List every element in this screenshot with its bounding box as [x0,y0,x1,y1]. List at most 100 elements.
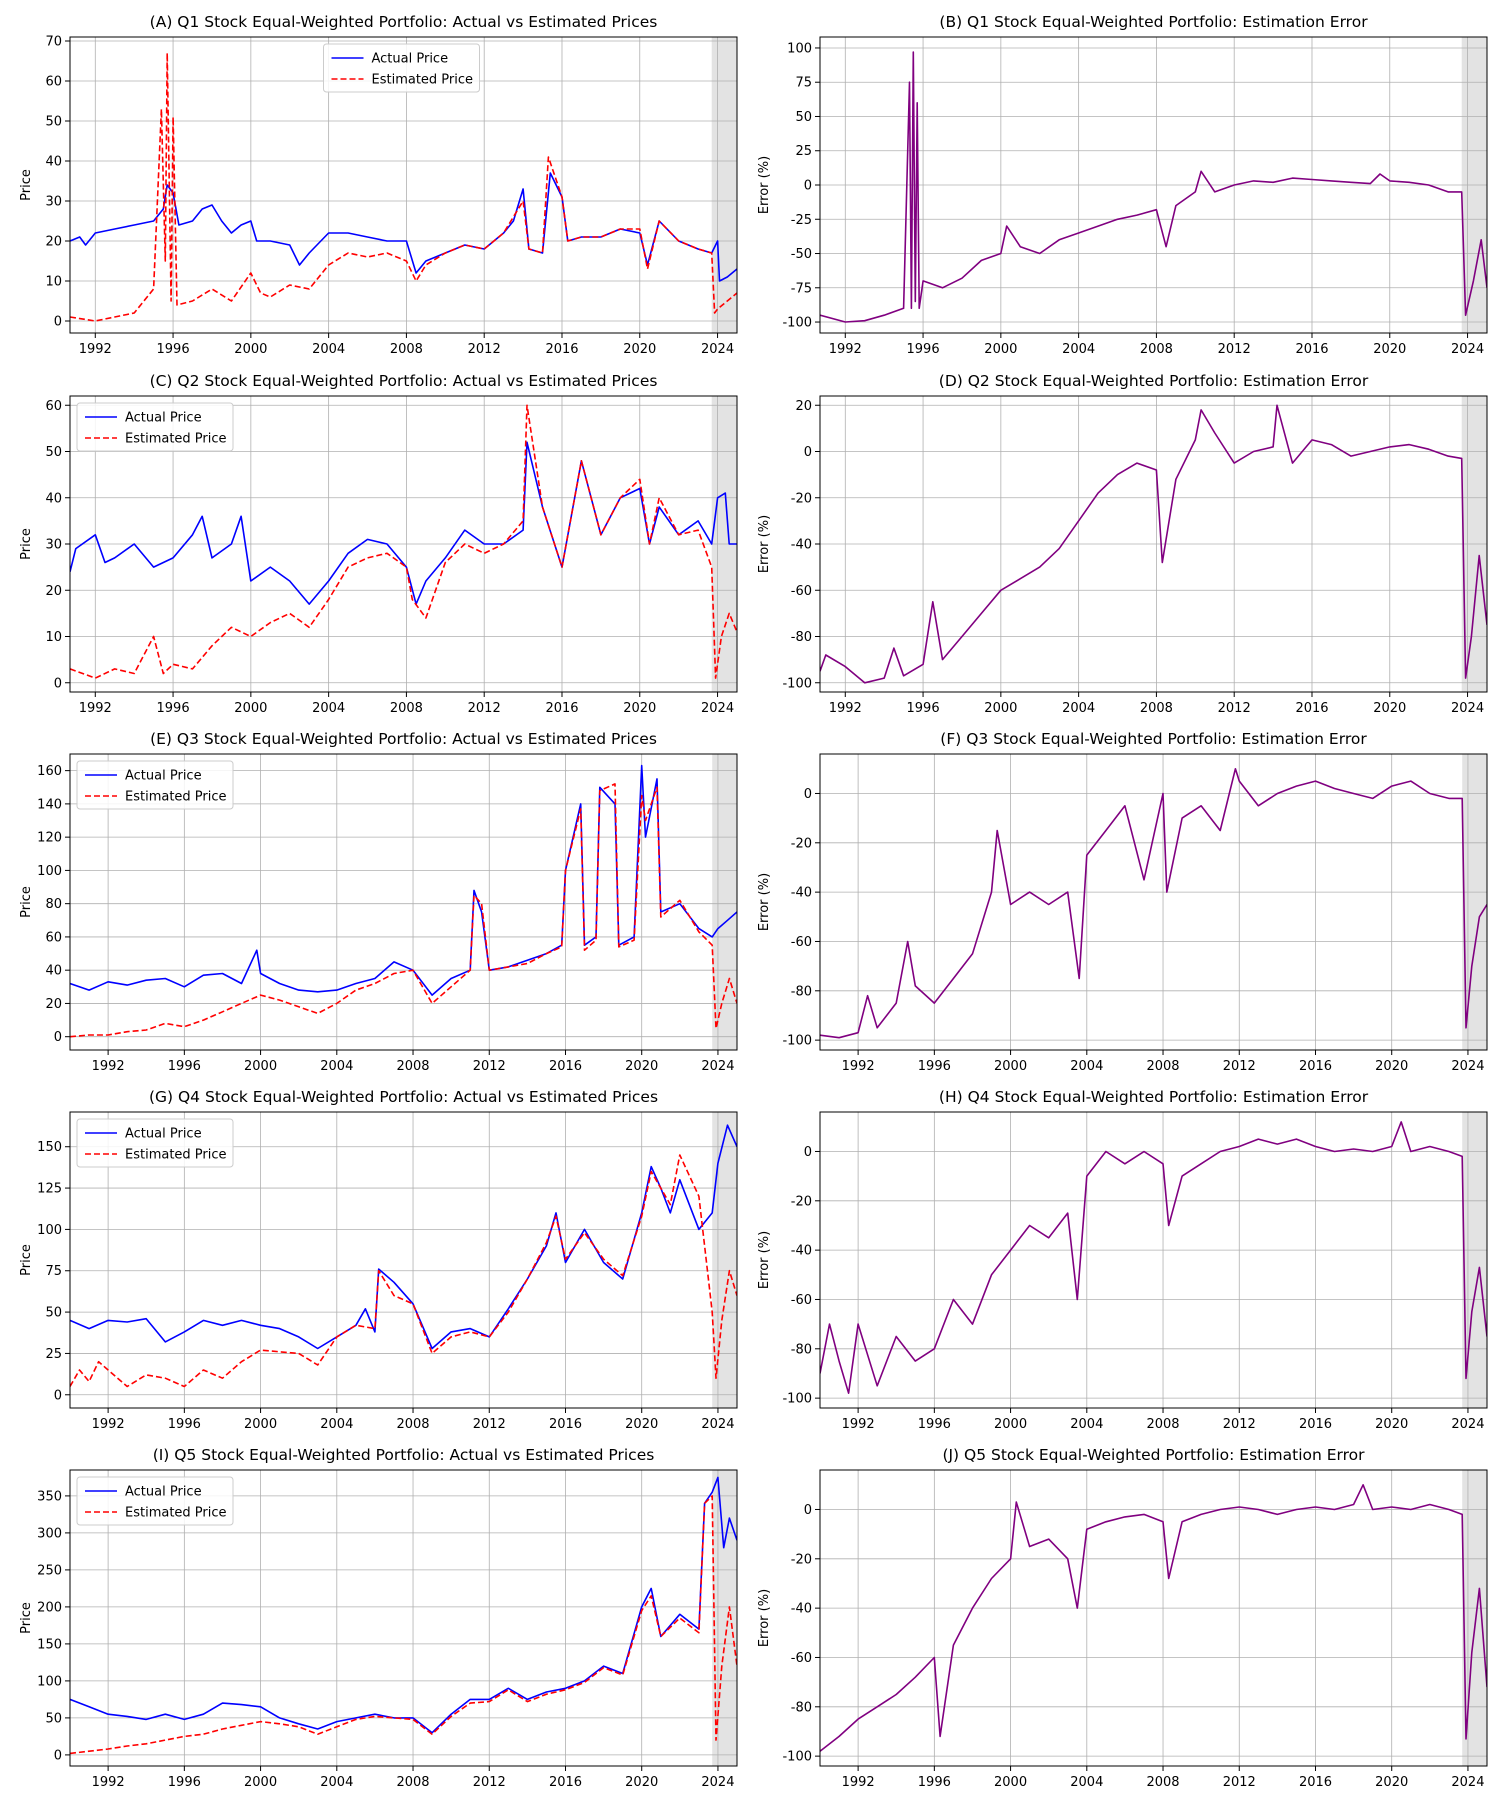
legend-label: Actual Price [372,52,449,67]
chart-title: (A) Q1 Stock Equal-Weighted Portfolio: A… [150,13,658,31]
x-tick-label: 2004 [1070,1775,1103,1790]
panel-I: 1992 1996 2000 2004 2008 2012 2016 2020 2024 0 50 1… [19,1446,738,1790]
x-tick-label: 1992 [842,1775,875,1790]
y-tick-label: -20 [791,836,812,851]
x-tick-label: 2020 [1375,1417,1408,1432]
series-group [820,51,1487,323]
plot-frame [819,753,1488,1051]
panel-G: 1992 1996 2000 2004 2008 2012 2016 2020 2024 0 25 5… [19,1088,738,1432]
panel-J: 1992 1996 2000 2004 2008 2012 2016 2020 2024 -100… [757,1446,1488,1790]
x-tick-label: 1992 [829,342,862,357]
x-tick-label: 2012 [473,1775,506,1790]
series-line-actual-price [70,764,737,996]
grid [820,1470,1487,1766]
legend-box [323,43,480,93]
y-axis-label: Price [19,1244,34,1276]
y-tick-label: -60 [791,935,812,950]
y-tick-label: 60 [45,930,62,945]
plot-frame [69,753,738,1051]
series-line-estimated-price [70,1495,737,1755]
x-tick-label: 2008 [1146,1775,1179,1790]
x-tick-label: 1992 [92,1417,125,1432]
grid [820,1112,1487,1408]
x-tick-label: 2000 [984,701,1017,716]
x-tick-label: 1996 [918,1417,951,1432]
y-tick-label: -20 [791,1194,812,1209]
series-line-estimated-price [70,404,737,679]
x-tick-label: 2012 [473,1417,506,1432]
x-tick-label: 2024 [701,1417,734,1432]
series-line-error [820,51,1487,323]
y-tick-label: 150 [37,1140,62,1155]
x-tick-label: 2012 [1223,1059,1256,1074]
x-tick-label: 2020 [1375,1775,1408,1790]
y-axis-label: Price [19,169,34,201]
x-tick-label: 2000 [244,1059,277,1074]
y-tick-label: -100 [782,1034,812,1049]
series-group [820,1484,1487,1752]
x-tick-label: 2004 [320,1059,353,1074]
y-tick-label: -100 [782,316,812,331]
y-tick-label: 0 [54,1748,62,1763]
chart-title: (C) Q2 Stock Equal-Weighted Portfolio: A… [150,372,658,390]
y-axis-label: Price [19,1602,34,1634]
y-tick-label: 300 [37,1526,62,1541]
y-tick-label: 100 [37,864,62,879]
series-group [70,404,737,679]
y-tick-label: -20 [791,1552,812,1567]
shaded-region [712,754,737,1050]
x-tick-label: 2016 [1299,1417,1332,1432]
x-tick-label: 2012 [1218,701,1251,716]
y-tick-label: 50 [795,110,812,125]
x-tick-label: 1996 [157,342,190,357]
legend-label: Estimated Price [125,432,227,447]
series-line-actual-price [70,441,737,605]
x-tick-label: 2012 [473,1059,506,1074]
y-axis-label: Price [19,886,34,918]
plot-frame [69,1111,738,1409]
y-tick-label: 0 [54,676,62,691]
x-tick-label: 2020 [1373,342,1406,357]
plot-frame [819,1111,1488,1409]
legend-box [76,402,234,452]
plot-frame [819,1469,1488,1767]
y-tick-label: 60 [45,399,62,414]
legend-label: Estimated Price [125,1148,227,1163]
y-axis-label: Error (%) [757,873,772,931]
x-tick-label: 2008 [1140,342,1173,357]
y-tick-label: 50 [45,115,62,130]
y-tick-label: 20 [45,584,62,599]
panel-A: 1992 1996 2000 2004 2008 2012 2016 2020 2024 0 10 2… [19,13,738,357]
y-tick-label: -80 [791,984,812,999]
y-tick-label: 75 [45,1264,62,1279]
legend: Actual Price Estimated Price [76,1476,234,1526]
shaded-region [1462,754,1487,1050]
y-tick-label: 40 [45,155,62,170]
x-tick-label: 2004 [1062,701,1095,716]
y-tick-label: 0 [804,179,812,194]
x-tick-label: 2000 [994,1775,1027,1790]
x-tick-label: 1996 [168,1059,201,1074]
series-group [820,404,1487,684]
grid [70,37,737,333]
x-tick-label: 2004 [1070,1417,1103,1432]
legend-label: Actual Price [125,1127,202,1142]
y-tick-label: 10 [45,630,62,645]
y-axis-label: Error (%) [757,515,772,573]
chart-title: (H) Q4 Stock Equal-Weighted Portfolio: E… [939,1088,1369,1106]
x-tick-label: 2016 [549,1059,582,1074]
y-tick-label: -60 [791,1293,812,1308]
y-tick-label: 50 [45,1711,62,1726]
y-tick-label: 50 [45,445,62,460]
panel-C: 1992 1996 2000 2004 2008 2012 2016 2020 2024 0 10 2… [19,372,738,716]
y-tick-label: 10 [45,275,62,290]
grid [820,754,1487,1050]
series-group [70,1124,737,1388]
x-tick-label: 2024 [701,701,734,716]
chart-title: (G) Q4 Stock Equal-Weighted Portfolio: A… [149,1088,658,1106]
legend-label: Estimated Price [125,1506,227,1521]
y-tick-label: -40 [791,886,812,901]
legend: Actual Price Estimated Price [76,402,234,452]
y-tick-label: 120 [37,831,62,846]
y-tick-label: 0 [804,1145,812,1160]
